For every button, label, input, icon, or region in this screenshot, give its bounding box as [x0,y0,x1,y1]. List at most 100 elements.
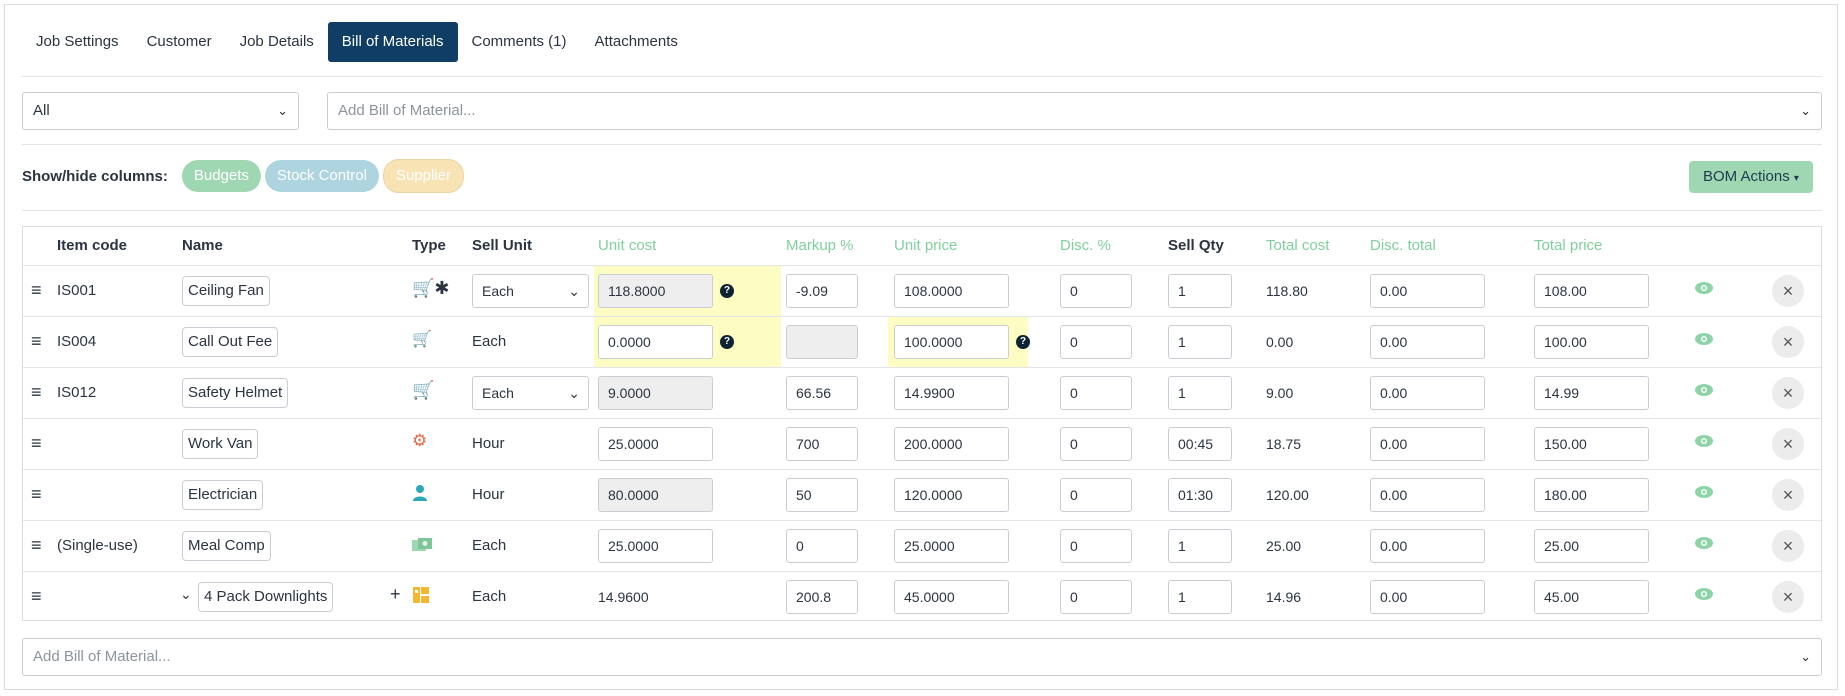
item-name[interactable]: Work Van [182,429,259,459]
remove-row-button[interactable]: × [1772,479,1804,511]
col-total-price: Total price [1534,237,1603,254]
help-icon[interactable]: ? [720,335,734,349]
markup-input[interactable]: -9.09 [786,274,858,308]
item-name[interactable]: Safety Helmet [182,378,289,408]
remove-row-button[interactable]: × [1772,275,1804,307]
tab-job-details[interactable]: Job Details [239,33,314,50]
markup-input[interactable]: 50 [786,478,858,512]
item-name[interactable]: 4 Pack Downlights [198,582,334,612]
unit-price-input[interactable]: 120.0000 [894,478,1009,512]
remove-row-button[interactable]: × [1772,530,1804,562]
disc-input[interactable]: 0 [1060,325,1132,359]
tab-job-settings[interactable]: Job Settings [36,33,119,50]
drag-handle-icon[interactable]: ≡ [31,586,42,606]
eye-icon[interactable] [1694,332,1714,346]
item-name[interactable]: Call Out Fee [182,327,279,357]
unit-price-input[interactable]: 14.9900 [894,376,1009,410]
drag-handle-icon[interactable]: ≡ [31,382,42,402]
unit-price-input[interactable]: 25.0000 [894,529,1009,563]
item-name[interactable]: Ceiling Fan [182,276,270,306]
tab-comments[interactable]: Comments (1) [471,33,567,50]
unit-cost-input[interactable]: 118.8000 [598,274,713,308]
unit-price-input[interactable]: 45.0000 [894,580,1009,614]
sell-qty-input[interactable]: 1 [1168,580,1232,614]
filter-select[interactable]: All ⌄ [22,92,299,130]
item-name[interactable]: Electrician [182,480,264,510]
eye-icon[interactable] [1694,383,1714,397]
disc-total-input[interactable]: 0.00 [1370,325,1485,359]
remove-row-button[interactable]: × [1772,428,1804,460]
sell-qty-input[interactable]: 1 [1168,376,1232,410]
markup-input[interactable]: 200.8 [786,580,858,614]
unit-cost-input[interactable]: 25.0000 [598,529,713,563]
markup-input[interactable]: 66.56 [786,376,858,410]
toggle-supplier[interactable]: Supplier [382,159,464,193]
disc-total-input[interactable]: 0.00 [1370,427,1485,461]
plus-icon[interactable]: + [390,584,401,604]
unit-cost-input[interactable]: 0.0000 [598,325,713,359]
remove-row-button[interactable]: × [1772,326,1804,358]
bom-actions-button[interactable]: BOM Actions ▾ [1689,161,1813,193]
drag-handle-icon[interactable]: ≡ [31,331,42,351]
chevron-down-icon[interactable]: ⌄ [180,586,192,602]
disc-total-input[interactable]: 0.00 [1370,529,1485,563]
help-icon[interactable]: ? [720,284,734,298]
eye-icon[interactable] [1694,434,1714,448]
disc-input[interactable]: 0 [1060,580,1132,614]
unit-cost-input[interactable]: 25.0000 [598,427,713,461]
disc-input[interactable]: 0 [1060,529,1132,563]
total-price-input[interactable]: 150.00 [1534,427,1649,461]
unit-cost-input[interactable]: 80.0000 [598,478,713,512]
total-price-input[interactable]: 180.00 [1534,478,1649,512]
sell-unit-select[interactable]: Each ⌄ [472,274,589,308]
sell-qty-input[interactable]: 1 [1168,325,1232,359]
add-bom-select-bottom[interactable]: Add Bill of Material... ⌄ [22,638,1822,676]
add-bom-select-top[interactable]: Add Bill of Material... ⌄ [327,92,1822,130]
disc-total-input[interactable]: 0.00 [1370,580,1485,614]
tab-customer[interactable]: Customer [146,33,212,50]
unit-price-input[interactable]: 200.0000 [894,427,1009,461]
tab-bill-of-materials[interactable]: Bill of Materials [327,22,458,62]
toggle-budgets[interactable]: Budgets [181,160,261,192]
remove-row-button[interactable]: × [1772,581,1804,613]
total-price-input[interactable]: 108.00 [1534,274,1649,308]
eye-icon[interactable] [1694,587,1714,601]
remove-row-button[interactable]: × [1772,377,1804,409]
sell-qty-input[interactable]: 1 [1168,529,1232,563]
markup-input[interactable]: 700 [786,427,858,461]
unit-cost-input[interactable]: 9.0000 [598,376,713,410]
cart-arrow-icon: 🛒 [412,331,432,348]
eye-icon[interactable] [1694,281,1714,295]
help-icon[interactable]: ? [1016,335,1030,349]
total-price-input[interactable]: 25.00 [1534,529,1649,563]
drag-handle-icon[interactable]: ≡ [31,433,42,453]
disc-input[interactable]: 0 [1060,274,1132,308]
drag-handle-icon[interactable]: ≡ [31,535,42,555]
disc-input[interactable]: 0 [1060,478,1132,512]
sell-qty-input[interactable]: 00:45 [1168,427,1232,461]
disc-total-input[interactable]: 0.00 [1370,478,1485,512]
unit-price-input[interactable]: 100.0000 [894,325,1009,359]
unit-price-input[interactable]: 108.0000 [894,274,1009,308]
toggle-stock-control[interactable]: Stock Control [264,160,379,192]
item-name[interactable]: Meal Comp [182,531,271,561]
eye-icon[interactable] [1694,536,1714,550]
eye-icon[interactable] [1694,485,1714,499]
disc-input[interactable]: 0 [1060,376,1132,410]
sell-qty-input[interactable]: 01:30 [1168,478,1232,512]
tab-attachments[interactable]: Attachments [594,33,678,50]
drag-handle-icon[interactable]: ≡ [31,484,42,504]
sell-unit-select[interactable]: Each ⌄ [472,376,589,410]
disc-total-input[interactable]: 0.00 [1370,274,1485,308]
sell-qty-input[interactable]: 1 [1168,274,1232,308]
total-price-input[interactable]: 100.00 [1534,325,1649,359]
total-price-input[interactable]: 14.99 [1534,376,1649,410]
money-icon [412,538,432,551]
drag-handle-icon[interactable]: ≡ [31,280,42,300]
disc-total-input[interactable]: 0.00 [1370,376,1485,410]
disc-input[interactable]: 0 [1060,427,1132,461]
total-price-input[interactable]: 45.00 [1534,580,1649,614]
markup-input[interactable] [786,325,858,359]
markup-input[interactable]: 0 [786,529,858,563]
col-total-cost: Total cost [1266,237,1330,254]
